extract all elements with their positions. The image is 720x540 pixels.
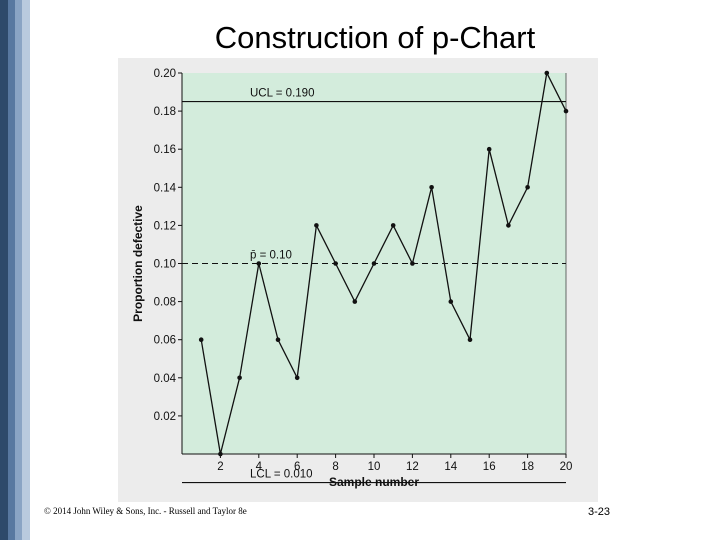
data-point (256, 261, 262, 266)
data-point (371, 261, 377, 266)
y-tick-label: 0.02 (154, 411, 176, 423)
x-tick-label: 4 (256, 461, 263, 473)
x-tick-label: 6 (294, 461, 300, 473)
data-point (448, 299, 454, 304)
data-point (525, 185, 530, 190)
p-chart: 0.02 0.04 0.06 0.08 0.10 0.12 0.14 0.16 0.18 0.20… (131, 68, 573, 489)
side-stripe (0, 0, 8, 540)
proportion-series-line (200, 70, 567, 455)
data-point (467, 337, 473, 343)
x-tick-label: 10 (368, 461, 381, 473)
data-point (563, 108, 569, 114)
side-stripe (8, 0, 15, 540)
y-tick-label: 0.16 (154, 144, 176, 156)
center-line-label: p̄ = 0.10 (250, 250, 292, 262)
lcl-label: LCL = 0.010 (250, 469, 313, 481)
data-point (352, 299, 358, 304)
y-tick-label: 0.12 (154, 220, 176, 232)
y-tick-label: 0.06 (154, 335, 176, 347)
x-tick-label: 2 (217, 461, 223, 473)
y-tick-label: 0.18 (154, 106, 176, 118)
y-tick-label: 0.04 (154, 373, 177, 385)
x-tick-label: 20 (560, 461, 573, 473)
chart-figure: 0.02 0.04 0.06 0.08 0.10 0.12 0.14 0.16 0.18 0.20… (118, 58, 598, 502)
x-tick-label: 8 (332, 461, 338, 473)
data-point (314, 223, 319, 228)
slide-title: Construction of p-Chart (214, 20, 536, 55)
data-point (390, 223, 396, 228)
x-axis-title: Sample number (329, 475, 419, 489)
y-tick-label: 0.08 (154, 297, 176, 309)
data-point (218, 451, 223, 457)
data-point (275, 337, 281, 343)
side-stripe (22, 0, 30, 540)
data-point (294, 375, 300, 381)
slide-number: 3-23 (588, 506, 611, 518)
data-point (506, 223, 511, 228)
side-stripe (15, 0, 22, 540)
y-tick-label: 0.14 (154, 182, 177, 194)
data-point (544, 70, 550, 76)
ucl-label: UCL = 0.190 (250, 88, 314, 100)
data-point (486, 146, 492, 152)
x-tick-label: 18 (521, 461, 534, 473)
data-point (198, 337, 204, 343)
side-decoration (0, 0, 30, 540)
data-point (429, 185, 434, 190)
y-tick-label: 0.20 (154, 68, 176, 80)
data-point (410, 261, 415, 266)
x-tick-label: 16 (483, 461, 496, 473)
x-tick-label: 12 (406, 461, 419, 473)
y-tick-label: 0.10 (154, 259, 176, 271)
data-point (333, 261, 338, 266)
footer-copyright: © 2014 John Wiley & Sons, Inc. - Russell… (44, 506, 247, 516)
x-tick-label: 14 (444, 461, 457, 473)
data-point (237, 375, 242, 381)
y-axis-title: Proportion defective (131, 205, 145, 322)
